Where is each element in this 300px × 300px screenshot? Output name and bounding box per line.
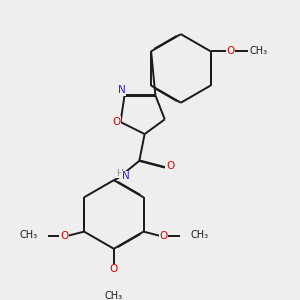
Text: O: O: [166, 161, 174, 171]
Text: O: O: [110, 264, 118, 274]
Text: CH₃: CH₃: [19, 230, 37, 240]
Text: N: N: [122, 171, 130, 181]
Text: O: O: [112, 117, 121, 127]
Text: O: O: [226, 46, 235, 56]
Text: H: H: [117, 169, 123, 178]
Text: O: O: [160, 231, 168, 242]
Text: N: N: [118, 85, 126, 95]
Text: CH₃: CH₃: [190, 230, 208, 240]
Text: CH₃: CH₃: [105, 291, 123, 300]
Text: O: O: [60, 231, 68, 242]
Text: CH₃: CH₃: [250, 46, 268, 56]
